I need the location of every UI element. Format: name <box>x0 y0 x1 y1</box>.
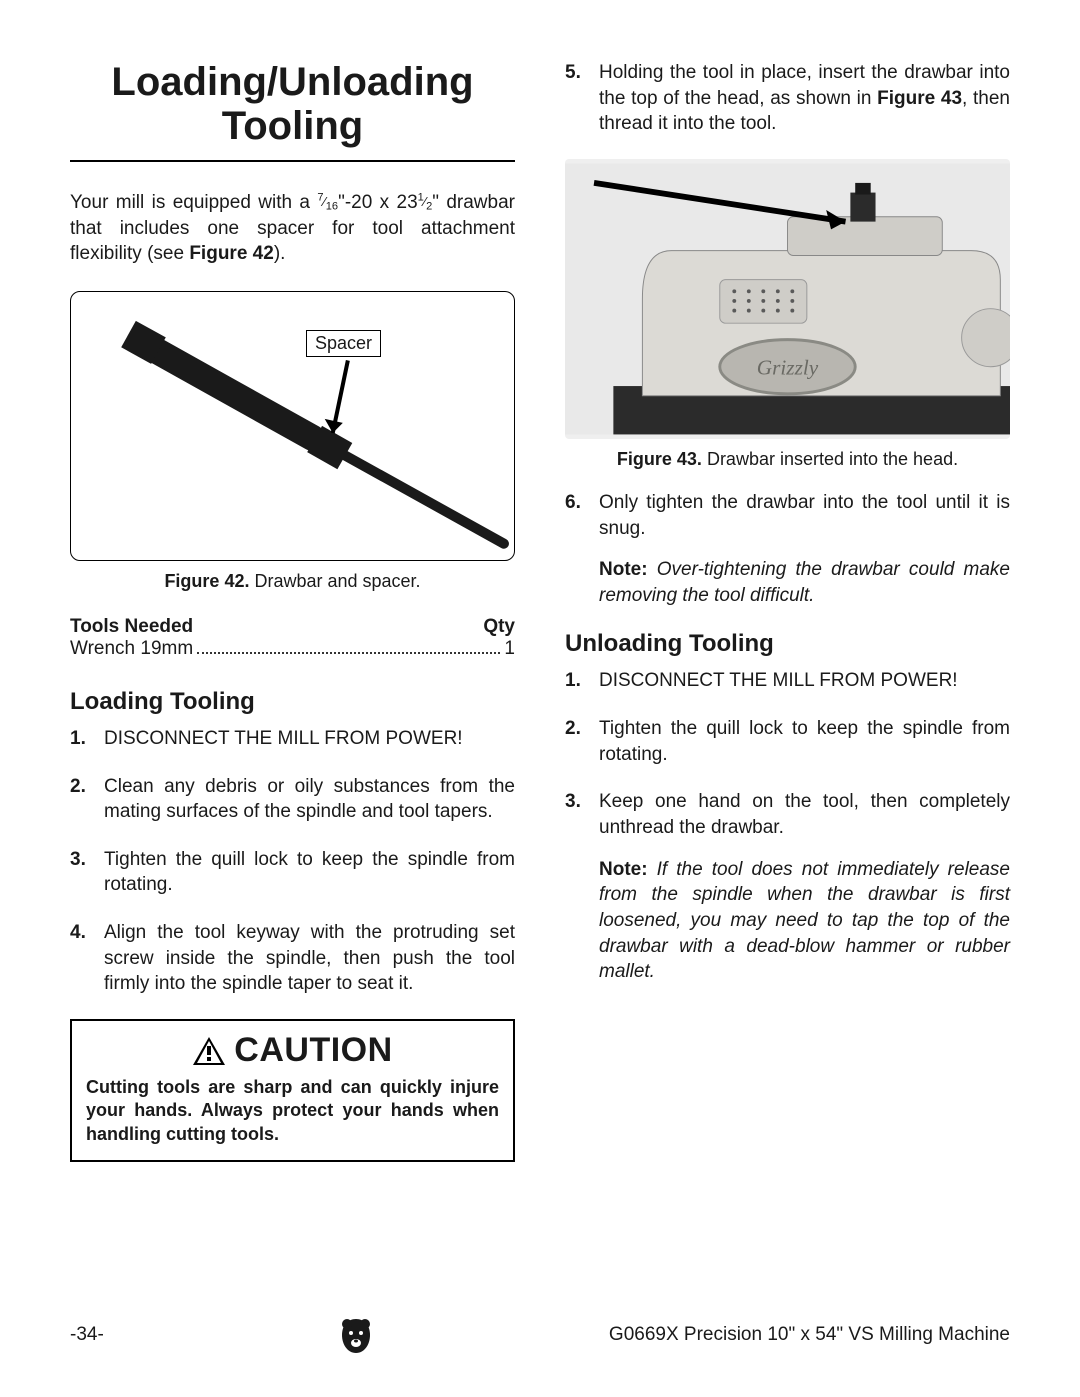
loading-steps-cont: Holding the tool in place, insert the dr… <box>565 60 1010 137</box>
left-column: Loading/Unloading Tooling Your mill is e… <box>70 60 515 1162</box>
intro-text-pre: Your mill is equipped with a <box>70 192 317 213</box>
machine-head-illustration: Grizzly <box>565 159 1010 439</box>
unloading-step: Keep one hand on the tool, then complete… <box>565 789 1010 840</box>
page-footer: -34- G0669X Precision 10" x 54" VS Milli… <box>70 1313 1010 1357</box>
page-number: -34- <box>70 1324 104 1346</box>
tools-line: Wrench 19mm 1 <box>70 638 515 660</box>
intro-text-mid: "-20 x 23 <box>338 192 418 213</box>
tools-header: Tools Needed Qty <box>70 616 515 638</box>
warning-triangle-icon <box>192 1036 226 1066</box>
right-column: Holding the tool in place, insert the dr… <box>565 60 1010 1162</box>
page-content: Loading/Unloading Tooling Your mill is e… <box>70 60 1010 1162</box>
svg-text:Grizzly: Grizzly <box>757 355 819 379</box>
unloading-step: Tighten the quill lock to keep the spind… <box>565 716 1010 767</box>
loading-step: Clean any debris or oily substances from… <box>70 774 515 825</box>
spacer-label: Spacer <box>306 330 381 357</box>
unloading-heading: Unloading Tooling <box>565 630 1010 658</box>
caution-word: CAUTION <box>234 1031 392 1070</box>
step6-note: Note: Over-tightening the drawbar could … <box>565 557 1010 608</box>
loading-step: Tighten the quill lock to keep the spind… <box>70 847 515 898</box>
fraction-1-2: 1⁄2 <box>418 194 433 209</box>
tools-needed-label: Tools Needed <box>70 616 193 638</box>
tool-name: Wrench 19mm <box>70 638 193 660</box>
intro-paragraph: Your mill is equipped with a 7⁄16"-20 x … <box>70 190 515 267</box>
unloading-steps: DISCONNECT THE MILL FROM POWER! Tighten … <box>565 668 1010 840</box>
tools-qty-label: Qty <box>483 616 515 638</box>
caution-header: CAUTION <box>86 1031 499 1070</box>
fraction-7-16: 7⁄16 <box>317 194 338 209</box>
loading-step: DISCONNECT THE MILL FROM POWER! <box>70 726 515 752</box>
loading-heading: Loading Tooling <box>70 688 515 716</box>
figure-42-box: Spacer <box>70 291 515 561</box>
grizzly-bear-icon <box>334 1313 378 1357</box>
loading-step-6: Only tighten the drawbar into the tool u… <box>565 490 1010 541</box>
drawbar-illustration <box>71 292 514 561</box>
tool-qty: 1 <box>504 638 515 660</box>
product-name: G0669X Precision 10" x 54" VS Milling Ma… <box>609 1324 1010 1346</box>
loading-step-5: Holding the tool in place, insert the dr… <box>565 60 1010 137</box>
unloading-note: Note: If the tool does not immediately r… <box>565 857 1010 985</box>
figure-43-caption: Figure 43. Drawbar inserted into the hea… <box>565 449 1010 470</box>
page-title: Loading/Unloading Tooling <box>70 60 515 162</box>
figure-42-caption: Figure 42. Drawbar and spacer. <box>70 571 515 592</box>
leader-dots <box>197 652 500 654</box>
caution-box: CAUTION Cutting tools are sharp and can … <box>70 1019 515 1162</box>
unloading-step: DISCONNECT THE MILL FROM POWER! <box>565 668 1010 694</box>
intro-figref: Figure 42 <box>189 243 273 264</box>
loading-step-6-list: Only tighten the drawbar into the tool u… <box>565 490 1010 541</box>
caution-text: Cutting tools are sharp and can quickly … <box>86 1076 499 1146</box>
figure-43-box: Grizzly <box>565 159 1010 439</box>
intro-text-end: ). <box>274 243 286 264</box>
loading-step: Align the tool keyway with the protrudin… <box>70 920 515 997</box>
loading-steps: DISCONNECT THE MILL FROM POWER! Clean an… <box>70 726 515 997</box>
